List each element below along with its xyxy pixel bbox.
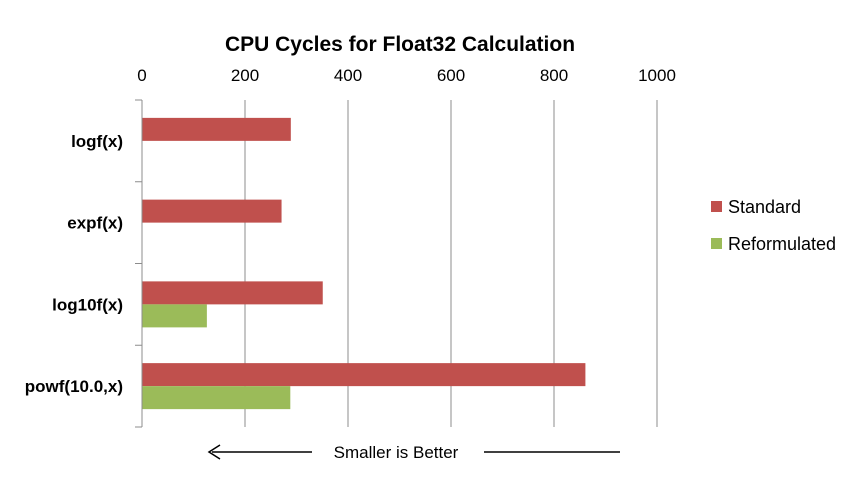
bar-reformulated-4 xyxy=(142,386,291,410)
category-label: expf(x) xyxy=(67,214,123,233)
legend-label: Standard xyxy=(728,197,801,217)
category-axis: logf(x) expf(x) log10f(x) powf(10.0,x) xyxy=(25,99,143,428)
x-tick-label: 200 xyxy=(231,66,259,85)
legend-label: Reformulated xyxy=(728,234,836,254)
annotation: Smaller is Better xyxy=(207,443,620,462)
chart-title: CPU Cycles for Float32 Calculation xyxy=(225,33,575,56)
legend-swatch xyxy=(711,201,722,212)
legend: Standard Reformulated xyxy=(711,197,836,254)
x-tick-label: 800 xyxy=(540,66,568,85)
x-tick-label: 0 xyxy=(137,66,146,85)
x-tick-label: 1000 xyxy=(638,66,676,85)
legend-swatch xyxy=(711,238,722,249)
category-label: logf(x) xyxy=(71,132,123,151)
bar-standard-1 xyxy=(142,117,291,141)
bar-reformulated-3 xyxy=(142,304,207,328)
bar-standard-3 xyxy=(142,281,323,305)
annotation-text: Smaller is Better xyxy=(334,443,459,462)
bar-standard-4 xyxy=(142,363,586,387)
x-tick-label: 400 xyxy=(334,66,362,85)
category-label: log10f(x) xyxy=(52,295,123,314)
x-axis-ticks: 0 200 400 600 800 1000 xyxy=(137,66,676,85)
bar-standard-2 xyxy=(142,199,282,223)
x-tick-label: 600 xyxy=(437,66,465,85)
bars xyxy=(142,117,586,410)
left-arrow-icon xyxy=(207,444,221,460)
category-label: powf(10.0,x) xyxy=(25,377,123,396)
